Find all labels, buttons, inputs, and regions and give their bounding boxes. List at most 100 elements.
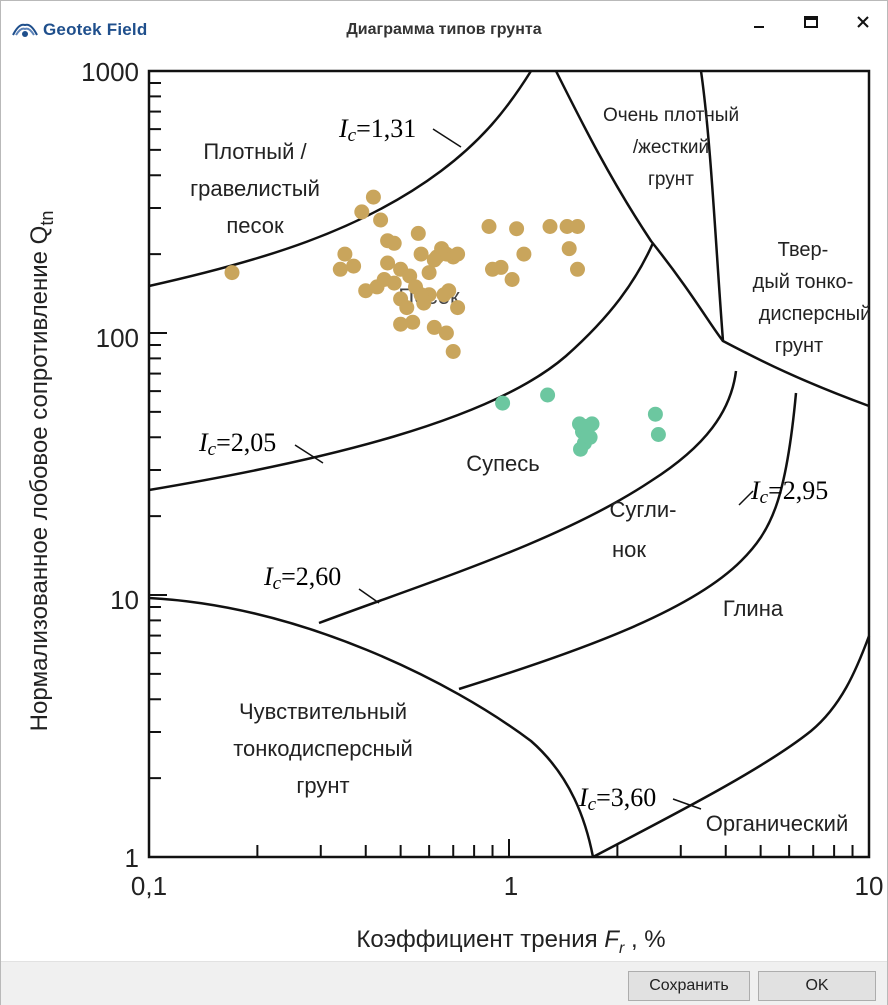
data-point-series-1 <box>413 287 429 303</box>
ok-button[interactable]: OK <box>758 971 876 1001</box>
data-point-series-1 <box>426 319 442 335</box>
axis-ticks <box>148 81 854 858</box>
ic-eq: = <box>216 428 231 457</box>
data-point-series-1 <box>380 255 396 271</box>
data-point-series-1 <box>413 246 429 262</box>
ic-value: 2,95 <box>783 476 829 505</box>
dialog-footer: Сохранить OK <box>1 961 887 1005</box>
ic-label-360: Ic=3,60 <box>578 783 702 815</box>
ic-subscript: c <box>760 487 769 508</box>
data-point-series-1 <box>405 314 421 330</box>
data-point-series-1 <box>393 316 409 332</box>
svg-text:Ic=2,05: Ic=2,05 <box>198 428 276 460</box>
data-point-series-1 <box>438 325 454 341</box>
ic-value: 3,60 <box>611 783 657 812</box>
ic-205-boundary <box>148 242 655 492</box>
geotek-logo-icon <box>12 23 38 37</box>
tick-labels: 1000 100 10 1 0,1 1 10 <box>81 57 883 901</box>
maximize-icon <box>804 16 818 28</box>
ic-subscript: c <box>348 125 357 146</box>
ic-label-295: Ic=2,95 <box>738 476 828 508</box>
ic-labels: Ic=1,31 Ic=2,05 Ic=2,60 Ic=2,95 Ic=3,60 <box>198 114 828 815</box>
x-axis-title: Коэффициент трения Fr , % <box>356 926 665 957</box>
chart-svg: Ic=1,31 Ic=2,05 Ic=2,60 Ic=2,95 Ic=3,60 <box>26 57 883 957</box>
ic-prefix: I <box>263 562 274 591</box>
data-point-series-1 <box>509 221 525 237</box>
data-point-series-1 <box>410 225 426 241</box>
region-stiff-fine: Твер-дый тонко-дисперсный грунт <box>753 239 872 357</box>
app-logo: Geotek Field <box>11 19 147 41</box>
region-loam: Сугли-нок <box>610 497 677 562</box>
data-point-series-1 <box>516 246 532 262</box>
ic-label-131: Ic=1,31 <box>338 114 462 148</box>
ic-eq: = <box>596 783 611 812</box>
x-tick-label-1: 1 <box>504 871 518 901</box>
data-point-series-2 <box>650 427 666 442</box>
y-tick-label-1000: 1000 <box>81 57 139 87</box>
data-point-series-1 <box>570 261 585 277</box>
data-point-series-1 <box>561 241 577 257</box>
svg-text:Ic=2,95: Ic=2,95 <box>750 476 828 508</box>
ic-prefix: I <box>198 428 209 457</box>
ic-prefix: I <box>578 783 589 812</box>
data-point-series-1 <box>358 283 374 299</box>
data-point-series-1 <box>332 261 348 277</box>
data-point-series-2 <box>540 387 556 403</box>
data-point-series-1 <box>224 265 240 281</box>
region-clay: Глина <box>723 596 784 621</box>
y-axis-title: Нормализованное лобовое сопротивление Qt… <box>26 211 57 732</box>
data-point-series-1 <box>421 265 437 281</box>
data-point-series-2 <box>647 406 663 422</box>
maximize-button[interactable] <box>791 9 831 35</box>
svg-text:Ic=1,31: Ic=1,31 <box>338 114 416 146</box>
data-point-series-1 <box>559 219 575 234</box>
ic-value: 1,31 <box>371 114 417 143</box>
region-sandy-loam: Супесь <box>466 451 540 476</box>
x-tick-label-10: 10 <box>855 871 884 901</box>
data-point-series-1 <box>337 246 353 262</box>
data-point-series-1 <box>365 189 381 205</box>
data-point-series-1 <box>386 235 402 251</box>
ic-260-boundary <box>318 370 738 625</box>
minimize-button[interactable] <box>739 9 779 35</box>
close-icon <box>857 16 869 28</box>
data-point-series-1 <box>426 252 442 268</box>
ic-value: 2,05 <box>231 428 277 457</box>
data-point-series-1 <box>504 272 520 287</box>
region-sensitive: Чувствительный тонкодисперсный грунт <box>233 699 413 798</box>
data-point-series-2 <box>495 395 511 411</box>
dense-sand-boundary <box>554 70 724 342</box>
ic-value: 2,60 <box>296 562 342 591</box>
data-point-series-1 <box>373 212 389 228</box>
app-name: Geotek Field <box>43 20 148 39</box>
data-point-series-1 <box>481 219 497 234</box>
region-very-dense: Очень плотный/жесткий грунт <box>603 105 739 190</box>
save-button[interactable]: Сохранить <box>628 971 750 1001</box>
data-points <box>224 189 666 457</box>
data-point-series-1 <box>354 204 370 220</box>
data-point-series-1 <box>436 287 452 303</box>
ic-label-205: Ic=2,05 <box>198 428 324 464</box>
ic-label-260: Ic=2,60 <box>263 562 380 604</box>
data-point-series-1 <box>346 258 362 274</box>
stiff-fine-boundary <box>699 70 870 408</box>
svg-text:Ic=2,60: Ic=2,60 <box>263 562 341 594</box>
ic-prefix: I <box>338 114 349 143</box>
data-point-series-1 <box>386 275 402 291</box>
ic-eq: = <box>281 562 296 591</box>
region-dense-sand: Плотный / гравелистый песок <box>190 139 320 238</box>
y-tick-label-1: 1 <box>125 843 139 873</box>
ic-eq: = <box>768 476 783 505</box>
ic-prefix: I <box>750 476 761 505</box>
ic-295-boundary <box>458 392 798 691</box>
close-button[interactable] <box>843 9 883 35</box>
ic-eq: = <box>356 114 371 143</box>
x-tick-label-01: 0,1 <box>131 871 167 901</box>
minimize-icon <box>754 26 764 28</box>
data-point-series-2 <box>584 416 600 432</box>
data-point-series-1 <box>450 300 466 316</box>
ic-subscript: c <box>273 573 282 594</box>
data-point-series-1 <box>399 300 415 316</box>
title-bar: Geotek Field Диаграмма типов грунта <box>1 1 887 57</box>
